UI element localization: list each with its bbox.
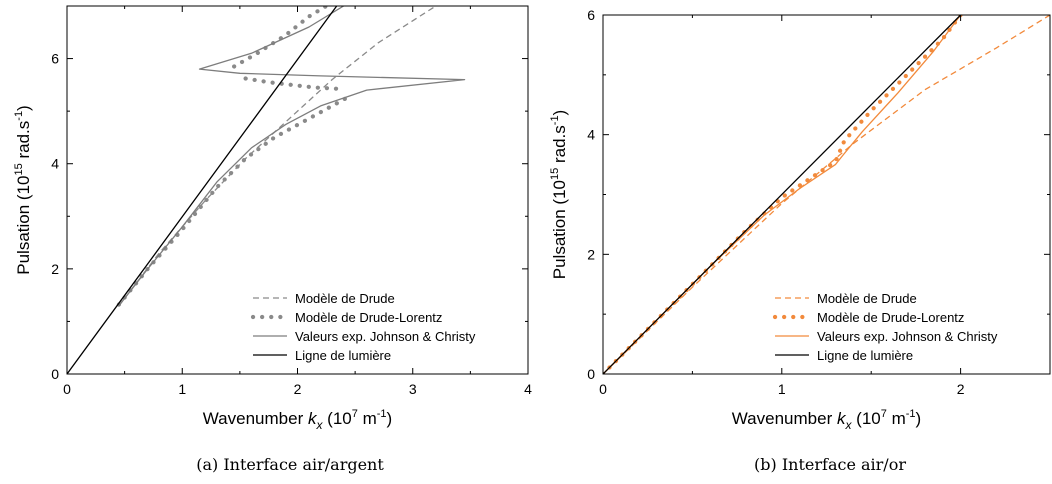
y-tick-label: 0	[587, 366, 595, 382]
y-axis-label: Pulsation (1015 rad.s-1)	[549, 110, 569, 279]
y-tick-label: 6	[587, 7, 595, 23]
series-1-line-2	[232, 6, 329, 69]
y-tick-label: 2	[587, 246, 595, 262]
x-tick-label: 2	[294, 381, 302, 397]
legend: Modèle de Drude Modèle de Drude-Lorentz Va…	[772, 291, 998, 363]
y-axis-label: Pulsation (1015 rad.s-1)	[13, 105, 33, 274]
plot-area	[603, 15, 1050, 374]
plot-area	[67, 6, 466, 374]
y-tick-label: 0	[51, 366, 59, 382]
chart-b: 0 1 2 0 2 4 6 Wavenumber kx (107 m-1) Pulsation …	[549, 7, 1051, 432]
x-tick-label: 3	[409, 381, 417, 397]
legend-label: Ligne de lumière	[817, 348, 913, 363]
x-tick-label: 4	[524, 381, 532, 397]
series-3-line	[603, 15, 962, 374]
caption-b: (b) Interface air/or	[754, 455, 906, 474]
series-1-line-0	[116, 94, 352, 307]
x-axis-label: Wavenumber kx (107 m-1)	[203, 408, 392, 432]
x-tick-label: 0	[599, 381, 607, 397]
series-2-line	[118, 6, 466, 307]
legend-label: Valeurs exp. Johnson & Christy	[295, 329, 476, 344]
legend-label: Ligne de lumière	[295, 348, 391, 363]
legend-label: Modèle de Drude-Lorentz	[295, 310, 442, 325]
legend: Modèle de Drude Modèle de Drude-Lorentz Va…	[250, 291, 476, 363]
caption-a: (a) Interface air/argent	[196, 455, 384, 474]
y-tick-label: 6	[51, 51, 59, 67]
legend-label: Modèle de Drude	[295, 291, 395, 306]
legend-label: Modèle de Drude	[817, 291, 917, 306]
chart-a: 0 1 2 3 4 0 2 4 6 Wavenumber kx (107 m-1) Pulsatio…	[13, 5, 532, 432]
x-axis-label: Wavenumber kx (107 m-1)	[732, 408, 921, 432]
y-tick-label: 4	[587, 127, 595, 143]
legend-label: Valeurs exp. Johnson & Christy	[817, 329, 998, 344]
x-tick-label: 2	[957, 381, 965, 397]
legend-label: Modèle de Drude-Lorentz	[817, 310, 964, 325]
series-1-line-1	[243, 76, 346, 92]
y-tick-label: 2	[51, 261, 59, 277]
series-3-line	[67, 6, 338, 374]
series-0-line	[118, 6, 437, 307]
y-tick-label: 4	[51, 156, 59, 172]
x-tick-label: 1	[178, 381, 186, 397]
x-tick-label: 1	[778, 381, 786, 397]
x-tick-label: 0	[63, 381, 71, 397]
